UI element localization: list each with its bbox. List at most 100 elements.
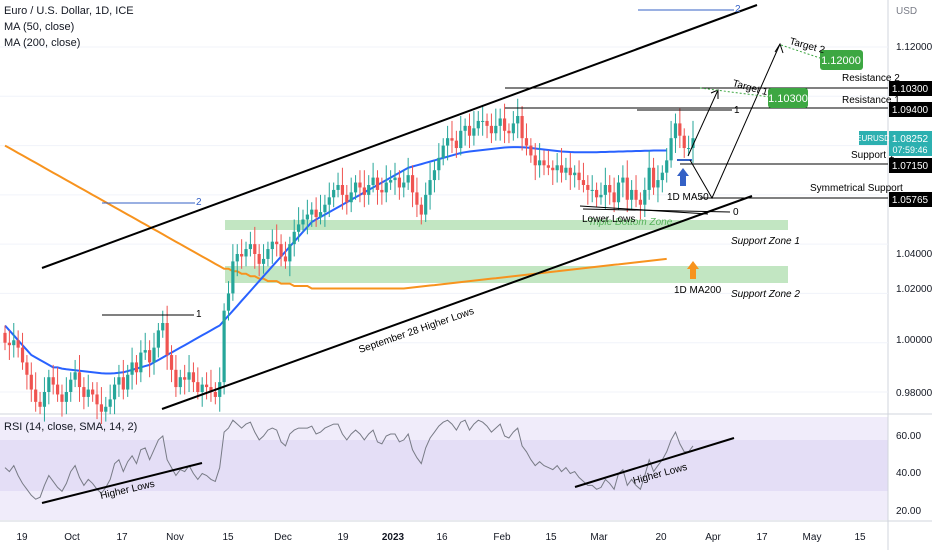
candle[interactable] bbox=[42, 392, 47, 407]
candle[interactable] bbox=[209, 387, 213, 392]
candle[interactable] bbox=[218, 382, 222, 397]
candle[interactable] bbox=[367, 185, 371, 195]
candle[interactable] bbox=[551, 167, 555, 171]
candle[interactable] bbox=[559, 165, 564, 173]
candle[interactable] bbox=[77, 372, 82, 388]
candle[interactable] bbox=[38, 401, 42, 407]
candle[interactable] bbox=[104, 406, 108, 412]
candle[interactable] bbox=[148, 350, 152, 363]
candle[interactable] bbox=[463, 125, 467, 131]
candle[interactable] bbox=[472, 128, 476, 136]
candle[interactable] bbox=[638, 199, 643, 205]
candle[interactable] bbox=[651, 167, 656, 188]
candle[interactable] bbox=[371, 177, 375, 185]
candle[interactable] bbox=[507, 130, 511, 134]
candle[interactable] bbox=[682, 135, 686, 149]
candle[interactable] bbox=[95, 394, 99, 405]
candle[interactable] bbox=[301, 219, 305, 225]
candle[interactable] bbox=[73, 372, 77, 380]
candle[interactable] bbox=[244, 249, 248, 257]
channel-upper-line[interactable] bbox=[41, 4, 758, 269]
candle[interactable] bbox=[424, 194, 428, 215]
lower-lows-line[interactable] bbox=[579, 205, 709, 215]
candle[interactable] bbox=[204, 384, 209, 388]
candle[interactable] bbox=[108, 399, 112, 407]
candle[interactable] bbox=[213, 392, 217, 397]
candle[interactable] bbox=[240, 254, 244, 257]
candle[interactable] bbox=[248, 244, 253, 250]
candle[interactable] bbox=[612, 192, 616, 203]
candle[interactable] bbox=[69, 379, 73, 392]
candle[interactable] bbox=[283, 256, 288, 262]
candle[interactable] bbox=[60, 394, 64, 402]
candle[interactable] bbox=[621, 177, 625, 183]
candle[interactable] bbox=[187, 372, 191, 380]
candle[interactable] bbox=[647, 167, 651, 190]
candle[interactable] bbox=[91, 389, 95, 395]
rsi-trendline-left[interactable] bbox=[41, 462, 203, 504]
candle[interactable] bbox=[533, 155, 537, 166]
rsi-line[interactable] bbox=[4, 419, 694, 500]
candle[interactable] bbox=[375, 177, 380, 190]
candle[interactable] bbox=[336, 185, 340, 190]
rsi-trendline-right[interactable] bbox=[574, 437, 735, 488]
candle[interactable] bbox=[542, 160, 546, 166]
candle[interactable] bbox=[161, 323, 165, 331]
candle[interactable] bbox=[437, 157, 441, 171]
candle[interactable] bbox=[139, 352, 143, 373]
candle[interactable] bbox=[691, 138, 695, 149]
candle[interactable] bbox=[445, 138, 450, 146]
candle[interactable] bbox=[599, 194, 603, 198]
candle[interactable] bbox=[524, 138, 529, 146]
candle[interactable] bbox=[16, 340, 20, 348]
candle[interactable] bbox=[226, 293, 231, 311]
candle[interactable] bbox=[332, 189, 336, 198]
candle[interactable] bbox=[156, 330, 160, 348]
candle[interactable] bbox=[82, 387, 86, 397]
candle[interactable] bbox=[402, 182, 406, 188]
candle[interactable] bbox=[419, 204, 423, 215]
candle[interactable] bbox=[389, 180, 393, 183]
ma200-line[interactable] bbox=[4, 144, 667, 290]
candle[interactable] bbox=[573, 172, 577, 176]
candle[interactable] bbox=[279, 244, 283, 257]
candle[interactable] bbox=[349, 192, 353, 203]
candle[interactable] bbox=[34, 389, 38, 402]
candle[interactable] bbox=[25, 362, 29, 375]
candle[interactable] bbox=[415, 192, 419, 205]
candle[interactable] bbox=[529, 145, 533, 156]
candle[interactable] bbox=[630, 189, 634, 200]
candle[interactable] bbox=[7, 342, 11, 346]
candle[interactable] bbox=[47, 377, 51, 392]
candle[interactable] bbox=[340, 185, 345, 195]
candle[interactable] bbox=[55, 384, 60, 395]
candle[interactable] bbox=[467, 125, 472, 136]
candle[interactable] bbox=[476, 120, 480, 129]
candle[interactable] bbox=[310, 209, 314, 215]
candle[interactable] bbox=[568, 167, 572, 176]
candle[interactable] bbox=[200, 384, 204, 392]
candle[interactable] bbox=[380, 189, 384, 193]
candle[interactable] bbox=[432, 170, 437, 181]
candle[interactable] bbox=[516, 116, 520, 124]
candle[interactable] bbox=[687, 148, 691, 150]
candle[interactable] bbox=[393, 177, 397, 181]
candle[interactable] bbox=[673, 123, 678, 139]
candle[interactable] bbox=[130, 362, 134, 375]
candle[interactable] bbox=[546, 165, 550, 168]
candle[interactable] bbox=[603, 185, 607, 195]
candle[interactable] bbox=[314, 209, 318, 218]
candle[interactable] bbox=[297, 224, 301, 232]
candle[interactable] bbox=[498, 118, 502, 126]
candle[interactable] bbox=[678, 123, 682, 136]
candle[interactable] bbox=[323, 204, 327, 213]
candle[interactable] bbox=[183, 377, 187, 380]
candle[interactable] bbox=[384, 182, 388, 193]
candle[interactable] bbox=[616, 182, 621, 203]
candle[interactable] bbox=[20, 347, 25, 363]
candle[interactable] bbox=[288, 244, 292, 262]
candle[interactable] bbox=[489, 125, 494, 134]
candle[interactable] bbox=[634, 189, 638, 200]
candle[interactable] bbox=[625, 177, 629, 200]
candle[interactable] bbox=[117, 377, 121, 385]
